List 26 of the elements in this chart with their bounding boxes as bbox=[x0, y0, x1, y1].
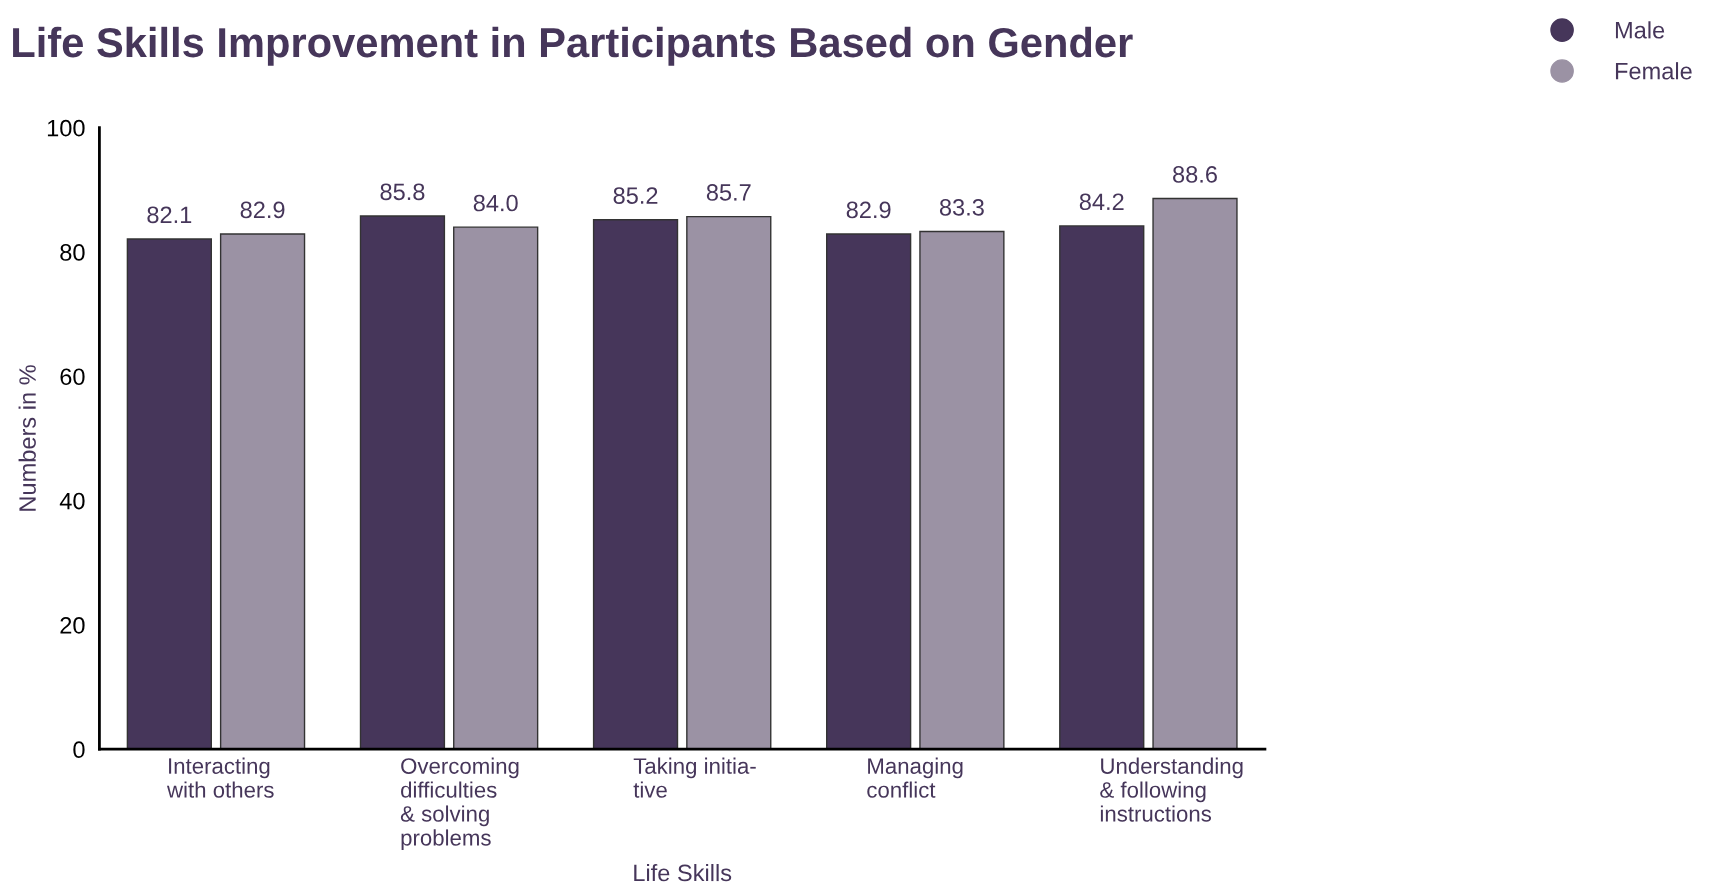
data-label: 88.6 bbox=[1173, 166, 1217, 183]
y-tick-label: 100 bbox=[47, 119, 85, 137]
y-tick-label: 60 bbox=[60, 368, 85, 386]
data-label: 82.9 bbox=[240, 201, 285, 219]
x-axis-title: Life Skills bbox=[634, 863, 732, 882]
data-label: 85.7 bbox=[706, 184, 751, 201]
x-tick-label: Taking initia- tive bbox=[633, 757, 756, 798]
y-axis-title: Numbers in % bbox=[18, 365, 36, 511]
legend-label: Male bbox=[1615, 21, 1665, 39]
y-tick-label: 40 bbox=[59, 492, 85, 510]
data-label: 85.2 bbox=[613, 187, 658, 204]
data-label: 85.8 bbox=[380, 183, 425, 201]
x-tick-label: Overcoming difficulties & solving problems bbox=[400, 757, 519, 851]
x-tick-label: Interacting with others bbox=[166, 757, 274, 798]
legend-label: Female bbox=[1615, 62, 1692, 80]
data-label: 82.1 bbox=[147, 206, 192, 224]
data-label: 83.3 bbox=[939, 199, 984, 216]
x-tick-label: Understanding & following instructions bbox=[1100, 757, 1243, 822]
data-label: 82.9 bbox=[846, 201, 891, 219]
data-label: 84.2 bbox=[1079, 193, 1124, 211]
y-tick-label: 0 bbox=[73, 741, 85, 759]
chart-title: Life Skills Improvement in Participants Based on Gender bbox=[13, 26, 1133, 66]
y-tick-label: 80 bbox=[60, 244, 85, 261]
x-tick-label: Managing conflict bbox=[867, 757, 963, 798]
y-tick-label: 20 bbox=[60, 616, 85, 634]
data-label: 84.0 bbox=[473, 194, 518, 212]
